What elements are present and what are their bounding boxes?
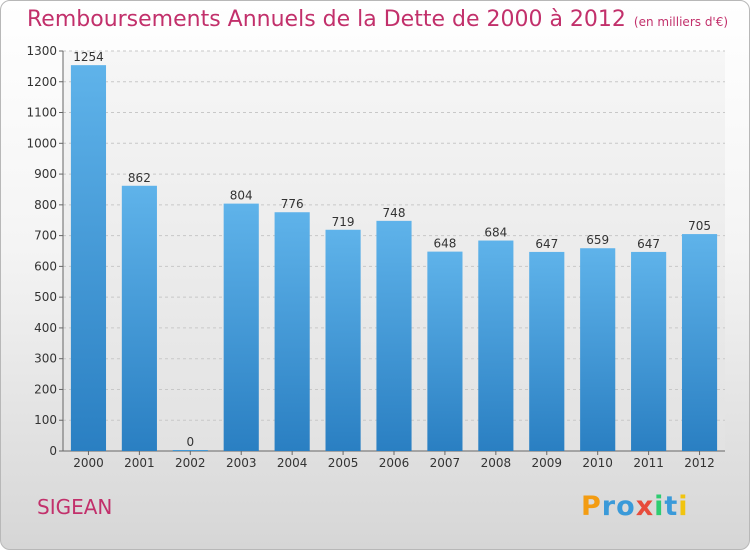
bar: [580, 248, 616, 451]
value-label: 647: [535, 237, 558, 251]
commune-name: SIGEAN: [37, 495, 113, 519]
bar: [478, 240, 514, 451]
y-tick-label: 900: [34, 167, 57, 181]
x-tick-label: 2000: [73, 456, 104, 470]
value-label: 748: [383, 206, 406, 220]
bar: [223, 203, 259, 451]
chart-title: Remboursements Annuels de la Dette de 20…: [27, 7, 728, 32]
chart-unit: (en milliers d'€): [633, 15, 729, 29]
logo-letter: r: [601, 491, 617, 522]
y-tick-label: 200: [34, 382, 57, 396]
x-tick-label: 2010: [582, 456, 613, 470]
logo-letter: t: [664, 491, 679, 522]
x-tick-label: 2006: [379, 456, 410, 470]
value-label: 647: [637, 237, 660, 251]
bar: [631, 251, 667, 451]
bars: [70, 65, 718, 452]
value-label: 1254: [73, 50, 104, 64]
y-tick-label: 1100: [26, 106, 57, 120]
x-tick-label: 2012: [684, 456, 715, 470]
y-tick-label: 1000: [26, 136, 57, 150]
y-tick-label: 1200: [26, 75, 57, 89]
bar: [427, 251, 463, 451]
logo-letter: o: [616, 491, 636, 522]
value-label: 0: [186, 435, 194, 449]
x-tick-label: 2008: [481, 456, 512, 470]
bar: [70, 65, 107, 452]
value-label: 705: [688, 219, 711, 233]
value-labels: 1254 862 0 804 776 719 748 648 684 647 659 647 705: [73, 50, 711, 449]
bar: [681, 234, 718, 451]
logo-letter: i: [654, 491, 665, 522]
bar: [325, 229, 361, 451]
logo-letter: P: [581, 491, 602, 522]
x-tick-label: 2003: [226, 456, 257, 470]
value-label: 776: [281, 197, 304, 211]
x-tick-label: 2009: [531, 456, 562, 470]
y-tick-label: 800: [34, 198, 57, 212]
axes: 0 100 200 300 400 500 600 700 800 900 1000 1100 1200…: [26, 44, 725, 470]
bar: [121, 185, 157, 451]
value-label: 719: [332, 215, 355, 229]
bar: [529, 251, 565, 451]
x-tick-label: 2007: [430, 456, 461, 470]
value-label: 648: [433, 237, 456, 251]
proxiti-logo: Proxiti: [581, 491, 689, 522]
y-tick-label: 0: [49, 444, 57, 458]
value-label: 659: [586, 233, 609, 247]
y-tick-label: 600: [34, 259, 57, 273]
chart-title-text: Remboursements Annuels de la Dette de 20…: [27, 7, 626, 32]
logo-letter: i: [678, 491, 689, 522]
bar: [274, 212, 310, 451]
y-tick-label: 300: [34, 352, 57, 366]
x-tick-label: 2005: [328, 456, 359, 470]
x-tick-label: 2001: [124, 456, 155, 470]
y-tick-label: 500: [34, 290, 57, 304]
x-tick-label: 2002: [175, 456, 206, 470]
y-tick-label: 1300: [26, 44, 57, 58]
value-label: 804: [230, 189, 253, 203]
x-tick-label: 2011: [633, 456, 664, 470]
y-tick-label: 100: [34, 413, 57, 427]
value-label: 862: [128, 171, 151, 185]
bar: [376, 220, 412, 451]
y-tick-label: 400: [34, 321, 57, 335]
bar: [172, 450, 208, 451]
logo-letter: x: [635, 491, 655, 522]
value-label: 684: [484, 226, 507, 240]
y-tick-label: 700: [34, 229, 57, 243]
x-tick-label: 2004: [277, 456, 308, 470]
